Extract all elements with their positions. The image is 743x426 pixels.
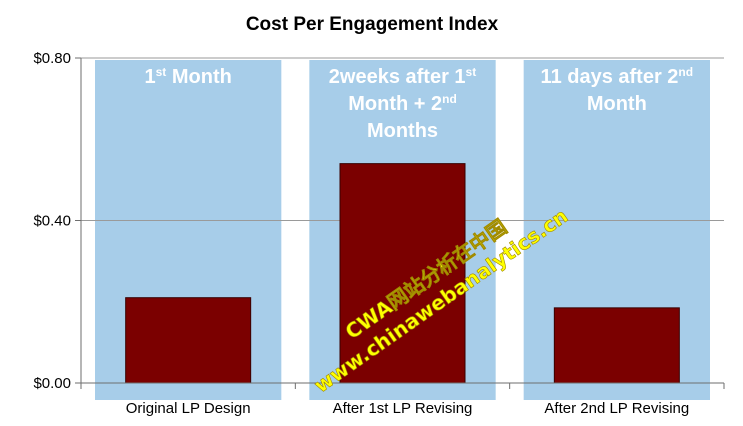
superscript: st (156, 65, 167, 79)
phase-text: Month + 2 (348, 93, 442, 115)
superscript: st (466, 65, 477, 79)
phase-text: 11 days after 2 (541, 66, 679, 88)
phase-text: Months (367, 120, 438, 142)
phase-label-3-line-1: 11 days after 2nd (541, 65, 694, 88)
phase-text: Month (587, 93, 647, 115)
x-tick-labels: Original LP Design After 1st LP Revising A… (126, 400, 689, 417)
bar-3 (553, 307, 680, 384)
chart-title: Cost Per Engagement Index (246, 14, 499, 35)
phase-label-2-line-1: 2weeks after 1st (329, 65, 476, 88)
phase-text: 1 (145, 66, 156, 88)
superscript: nd (442, 92, 457, 106)
bar-2 (339, 163, 466, 384)
y-tick-labels: $0.00 $0.40 $0.80 (33, 50, 71, 392)
superscript: nd (678, 65, 693, 79)
phase-text: Month (166, 66, 232, 88)
bar-1 (125, 297, 252, 384)
y-tick-label-2: $0.40 (33, 213, 71, 230)
y-tick-label-3: $0.80 (33, 50, 71, 67)
x-tick-label-2: After 1st LP Revising (333, 400, 473, 417)
phase-label-1-line-1: 1st Month (145, 65, 232, 88)
x-tick-label-1: Original LP Design (126, 400, 251, 417)
phase-label-2-line-2: Month + 2nd (348, 92, 457, 115)
phase-text: 2weeks after 1 (329, 66, 466, 88)
axes (75, 57, 725, 389)
bars (125, 163, 680, 384)
x-tick-label-3: After 2nd LP Revising (544, 400, 689, 417)
phase-label-2-line-3: Months (367, 120, 438, 142)
y-tick-label-1: $0.00 (33, 375, 71, 392)
phase-label-3-line-2: Month (587, 93, 647, 115)
